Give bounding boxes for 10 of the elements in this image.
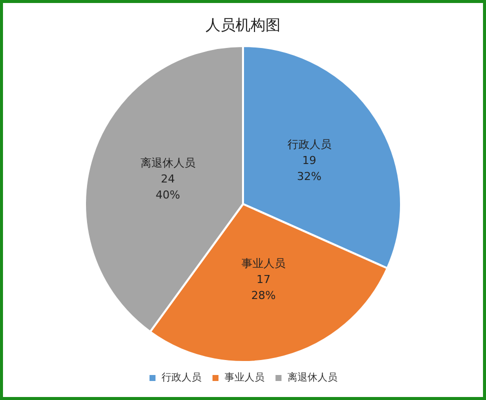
legend-label: 离退休人员 xyxy=(288,372,338,384)
data-label: 19 32% xyxy=(297,154,322,183)
data-label: 24 40% xyxy=(156,172,180,202)
slice-label: 事业人员 xyxy=(241,257,286,270)
slice-label: 离退休人员 xyxy=(140,156,196,170)
chart-title: 人员机构图 xyxy=(206,16,280,34)
data-label: 17 28% xyxy=(251,273,276,302)
legend-label: 行政人员 xyxy=(162,372,202,384)
slice-label: 行政人员 xyxy=(287,138,332,151)
legend-label: 事业人员 xyxy=(224,372,264,384)
